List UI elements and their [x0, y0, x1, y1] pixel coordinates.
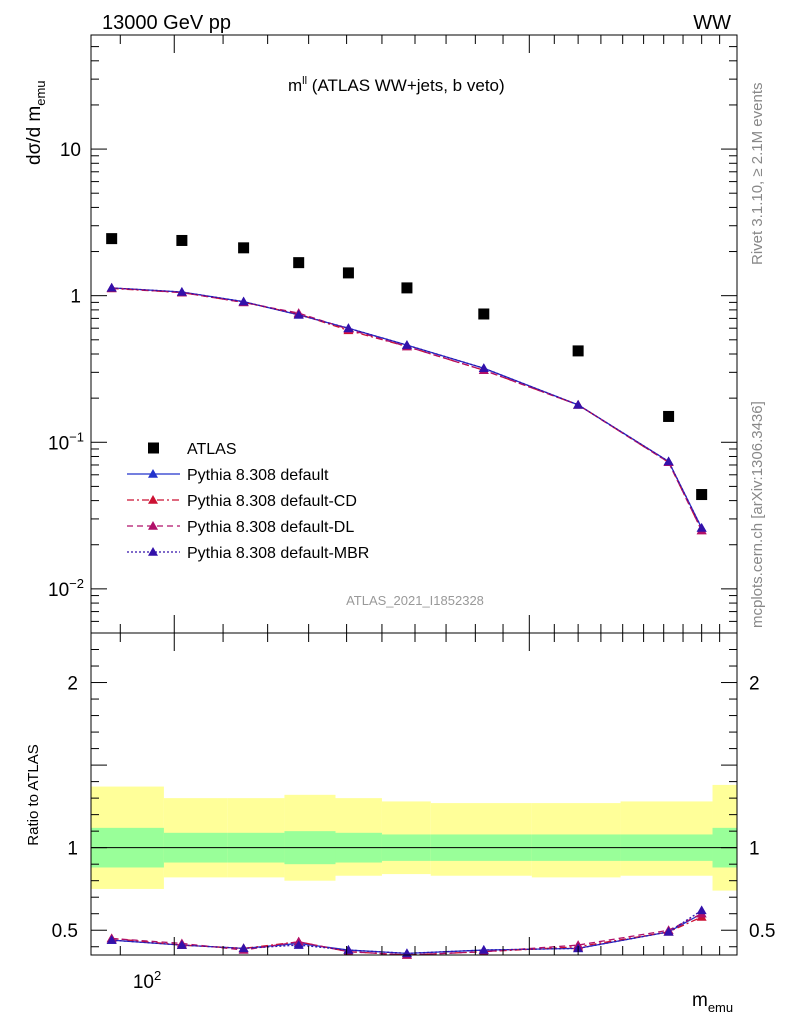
atlas-data-point	[478, 308, 490, 320]
mc-series-point	[401, 340, 412, 349]
analysis-watermark: ATLAS_2021_I1852328	[346, 593, 484, 608]
legend-entry-label: ATLAS	[187, 441, 237, 458]
atlas-data-point	[293, 257, 305, 269]
atlas-data-point	[106, 233, 118, 245]
ratio-series-point	[106, 935, 117, 944]
ratio-y-tick-label-right: 0.5	[749, 921, 775, 942]
mcplots-label: mcplots.cern.ch [arXiv:1306.3436]	[749, 401, 766, 628]
ratio-series-point	[478, 945, 489, 954]
main-y-tick-label: 1	[70, 287, 81, 308]
legend-entry-label: Pythia 8.308 default-CD	[187, 493, 357, 510]
mc-series-point	[176, 286, 187, 296]
atlas-data-point	[176, 234, 188, 246]
legend-entry-label: Pythia 8.308 default	[187, 467, 329, 484]
ratio-frame	[90, 632, 738, 956]
legend-marker-triangle	[148, 547, 158, 556]
mc-series-point	[293, 309, 304, 319]
ratio-uncertainty-bands	[91, 784, 737, 891]
ratio-series-point	[293, 940, 304, 949]
atlas-data-point	[572, 345, 584, 357]
legend-entry-label: Pythia 8.308 default-DL	[187, 519, 354, 536]
mc-series-point	[343, 323, 354, 332]
legend-marker-data	[148, 442, 159, 454]
mc-series-point	[573, 399, 584, 409]
mc-series-line	[111, 287, 703, 529]
main-y-tick-label: 10−1	[48, 429, 84, 454]
legend-marker-triangle	[148, 495, 158, 504]
ratio-y-tick-label-left: 2	[67, 674, 78, 695]
ratio-panel: 0.5 0.5 1 1 2 2 Ratio to ATLAS	[25, 632, 776, 959]
main-y-axis-label: dσ/d memu	[24, 80, 48, 165]
ratio-y-axis-label: Ratio to ATLAS	[25, 744, 42, 845]
ratio-y-tick-label-right: 1	[749, 839, 760, 860]
ratio-series-line	[111, 913, 702, 956]
ratio-y-tick-labels: 0.5 0.5 1 1 2 2	[52, 674, 776, 943]
x-axis-label: memu	[692, 990, 733, 1015]
legend-marker-triangle	[148, 469, 158, 478]
mc-series-line	[111, 287, 703, 529]
ratio-series-point	[696, 905, 707, 915]
atlas-data-point	[663, 410, 675, 422]
atlas-data-point	[401, 282, 413, 294]
legend-marker-triangle	[148, 521, 158, 530]
ratio-series-point	[176, 940, 187, 949]
atlas-data-point	[696, 489, 708, 501]
main-y-tick-label: 10−2	[48, 576, 84, 601]
legend-entry-label: Pythia 8.308 default-MBR	[187, 545, 369, 562]
mc-series-point	[663, 456, 674, 466]
atlas-data-point	[342, 267, 354, 279]
ratio-series-point	[238, 943, 249, 953]
atlas-data-point	[238, 242, 250, 254]
main-frame	[90, 34, 738, 634]
mc-series-point	[478, 363, 489, 372]
legend: ATLAS Pythia 8.308 default Pythia 8.308 de…	[127, 441, 369, 562]
ratio-y-tick-label-right: 2	[749, 674, 760, 695]
main-series-group	[106, 233, 708, 535]
mc-series-point	[238, 296, 249, 306]
mc-series-point	[106, 282, 117, 292]
ratio-series-point	[663, 926, 674, 936]
ratio-y-tick-label-left: 1	[67, 839, 78, 860]
plot-title: mll (ATLAS WW+jets, b veto)	[288, 75, 505, 95]
ratio-axis-ticks	[91, 633, 738, 955]
rivet-version-label: Rivet 3.1.10, ≥ 2.1M events	[749, 83, 766, 266]
header-right-label: WW	[693, 12, 731, 34]
header-left-label: 13000 GeV pp	[102, 12, 231, 34]
main-axis-ticks	[91, 34, 738, 634]
mc-series-point	[696, 523, 707, 532]
ratio-y-tick-label-left: 0.5	[52, 921, 78, 942]
ratio-series-point	[343, 945, 354, 954]
x-tick-label-100: 102	[133, 968, 161, 993]
ratio-series-line	[111, 909, 703, 954]
ratio-series-group	[106, 905, 707, 959]
main-y-tick-labels: 10 1 10−1 10−2	[48, 140, 84, 601]
main-y-tick-label: 10	[60, 140, 81, 161]
ratio-series-line	[111, 913, 702, 954]
